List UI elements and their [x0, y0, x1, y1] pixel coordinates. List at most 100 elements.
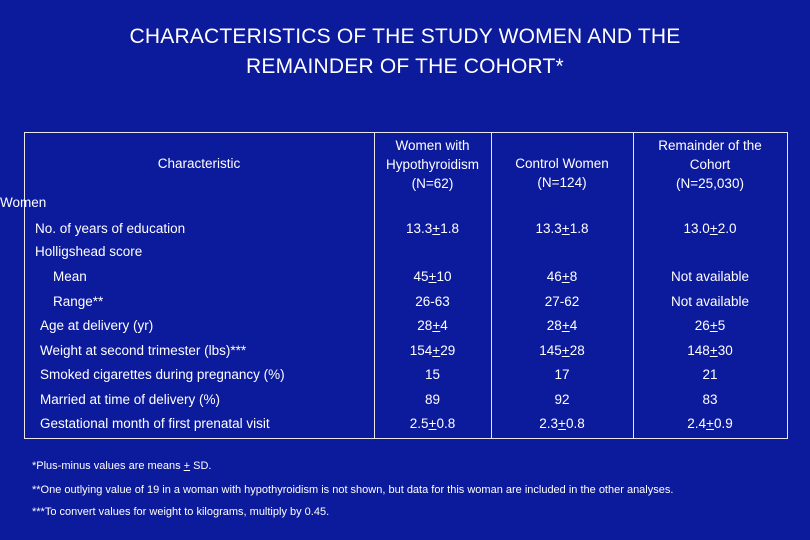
- cell-sd-value: 2.0: [717, 221, 737, 236]
- table-cell-c3: Not available: [633, 269, 787, 284]
- cell-value: 28: [417, 318, 433, 333]
- header-col2-line1: Control Women: [515, 156, 609, 171]
- table-cell-c3: 2.4+0.9: [633, 416, 787, 431]
- header-col3-line2: Cohort: [689, 157, 731, 172]
- cell-value: 45: [413, 269, 429, 284]
- cell-value: 145: [539, 343, 562, 358]
- row-label: Age at delivery (yr): [40, 318, 154, 333]
- table-cell-c2: 13.3+1.8: [491, 221, 633, 236]
- table-cell-c2: 28+4: [491, 318, 633, 333]
- cell-value: 13.0: [683, 221, 710, 236]
- cell-sd-value: 8: [569, 269, 578, 284]
- plus-minus-symbol: +: [706, 416, 714, 431]
- row-label: Smoked cigarettes during pregnancy (%): [40, 367, 285, 382]
- cell-value: Not available: [670, 294, 750, 309]
- table-cell-c3: 21: [633, 367, 787, 382]
- row-label: Mean: [53, 269, 87, 284]
- plus-minus-symbol: +: [432, 343, 441, 358]
- plus-minus-symbol: +: [558, 416, 566, 431]
- section-holligshead-score: Holligshead score: [35, 244, 143, 259]
- row-label: Gestational month of first prenatal visi…: [40, 416, 270, 431]
- cell-value: 2.4: [687, 416, 707, 431]
- table-cell-c1: 45+10: [374, 269, 491, 284]
- plus-minus-symbol: +: [428, 269, 437, 284]
- plus-minus-symbol: +: [561, 221, 570, 236]
- header-col3-line1: Remainder of the: [658, 138, 762, 153]
- cell-value: 46: [546, 269, 562, 284]
- section-women: Women: [0, 195, 47, 210]
- cell-value: 154: [409, 343, 433, 358]
- table-cell-c2: 145+28: [491, 343, 633, 358]
- footnote-1-text: *Plus-minus values are means: [32, 460, 184, 472]
- column-divider-2: [491, 132, 492, 439]
- table-cell-c2: 2.3+0.8: [491, 416, 633, 431]
- header-col1-line3: (N=62): [411, 176, 454, 191]
- cell-value: 17: [554, 367, 570, 382]
- table-cell-c3: 148+30: [633, 343, 787, 358]
- plus-minus-symbol: +: [183, 460, 191, 472]
- cell-value: Not available: [670, 269, 750, 284]
- table-cell-c1: 89: [374, 392, 491, 407]
- cell-sd-value: 30: [717, 343, 733, 358]
- footnote-weight-conversion: ***To convert values for weight to kilog…: [32, 506, 330, 518]
- cell-sd-value: 28: [569, 343, 585, 358]
- cell-sd-value: 0.8: [565, 416, 585, 431]
- cell-sd-value: 4: [440, 318, 448, 333]
- table-cell-c1: 2.5+0.8: [374, 416, 491, 431]
- table-cell-c1: 154+29: [374, 343, 491, 358]
- plus-minus-symbol: +: [428, 416, 437, 431]
- table-cell-c1: 28+4: [374, 318, 491, 333]
- table-cell-c3: Not available: [633, 294, 787, 309]
- row-label: Weight at second trimester (lbs)***: [40, 343, 247, 358]
- cell-sd-value: 0.9: [713, 416, 733, 431]
- cell-value: 83: [702, 392, 718, 407]
- header-col2-line2: (N=124): [537, 175, 587, 190]
- table-cell-c2: 92: [491, 392, 633, 407]
- slide-title: CHARACTERISTICS OF THE STUDY WOMEN AND T…: [0, 22, 810, 82]
- header-women-with-hypothyroidism: Women with Hypothyroidism (N=62): [374, 136, 491, 193]
- cell-value: 92: [554, 392, 570, 407]
- table-top-border: [24, 132, 788, 133]
- cell-sd-value: 29: [440, 343, 456, 358]
- cell-value: 21: [702, 367, 718, 382]
- cell-value: 15: [424, 367, 441, 382]
- row-label: Range**: [53, 294, 104, 309]
- plus-minus-symbol: +: [561, 343, 570, 358]
- cell-sd-value: 5: [717, 318, 726, 333]
- cell-value: 26: [694, 318, 710, 333]
- plus-minus-symbol: +: [561, 318, 570, 333]
- title-line-1: CHARACTERISTICS OF THE STUDY WOMEN AND T…: [129, 25, 681, 48]
- table-cell-c3: 26+5: [633, 318, 787, 333]
- footnote-plus-minus: *Plus-minus values are means + SD.: [32, 460, 211, 472]
- cell-value: 89: [424, 392, 441, 407]
- table-cell-c2: 27-62: [491, 294, 633, 309]
- cell-value: 13.3: [535, 221, 562, 236]
- table-cell-c1: 15: [374, 367, 491, 382]
- plus-minus-symbol: +: [709, 343, 718, 358]
- cell-value: 28: [546, 318, 562, 333]
- table-left-border: [24, 132, 25, 439]
- table-cell-c2: 46+8: [491, 269, 633, 284]
- table-cell-c3: 13.0+2.0: [633, 221, 787, 236]
- cell-sd-value: 1.8: [569, 221, 589, 236]
- header-col1-line1: Women with: [395, 138, 470, 153]
- header-control-women: Control Women (N=124): [491, 154, 633, 192]
- cell-value: 2.3: [539, 416, 559, 431]
- header-remainder-of-cohort: Remainder of the Cohort (N=25,030): [633, 136, 787, 193]
- column-divider-1: [374, 132, 375, 439]
- footnote-1-suffix: SD.: [190, 460, 212, 472]
- table-cell-c2: 17: [491, 367, 633, 382]
- cell-value: 148: [687, 343, 710, 358]
- cell-sd-value: 0.8: [436, 416, 456, 431]
- cell-value: 26-63: [415, 294, 450, 309]
- column-divider-3: [633, 132, 634, 439]
- header-col3-line3: (N=25,030): [676, 176, 744, 191]
- footnote-outlying-value: **One outlying value of 19 in a woman wi…: [32, 484, 674, 496]
- row-label: Married at time of delivery (%): [40, 392, 221, 407]
- table-cell-c1: 26-63: [374, 294, 491, 309]
- header-col1-line2: Hypothyroidism: [385, 157, 480, 172]
- table-right-border: [787, 132, 788, 439]
- plus-minus-symbol: +: [709, 318, 718, 333]
- cell-sd-value: 4: [569, 318, 578, 333]
- title-line-2: REMAINDER OF THE COHORT*: [246, 55, 564, 78]
